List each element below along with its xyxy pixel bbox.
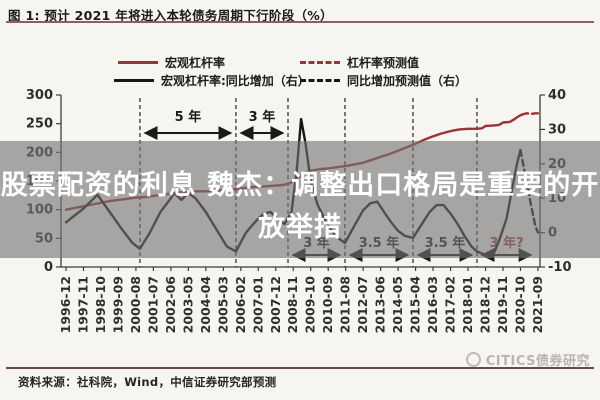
- x-axis-label: 2006-02: [233, 276, 248, 333]
- y-axis-label-left: 0: [44, 260, 53, 275]
- x-axis-label: 2021-09: [530, 276, 545, 333]
- x-axis-label: 2009-10: [303, 276, 318, 334]
- legend-label: 宏观杠杆率:同比增加（右）: [161, 73, 310, 88]
- x-axis-label: 2003-05: [180, 276, 195, 333]
- source-note: 资料来源：社科院，Wind，中信证券研究部预测: [18, 375, 277, 389]
- legend-item-yoy-forecast: 同比增加预测值（右）: [300, 73, 468, 88]
- x-axis-label: 2007-01: [250, 276, 265, 333]
- x-axis-label: 1997-11: [75, 276, 90, 333]
- y-axis-label-right: 40: [548, 88, 566, 103]
- x-axis-label: 2010-09: [320, 276, 335, 333]
- x-axis-label: 2007-12: [268, 276, 283, 333]
- phase-label: 3 年: [249, 109, 276, 125]
- series-left-dashed: [521, 112, 540, 116]
- x-axis-label: 2001-07: [145, 276, 160, 333]
- bottom-rule: [6, 367, 594, 369]
- y-axis-label-right: 30: [548, 122, 566, 137]
- watermark-text: CITICS债券研究: [485, 354, 590, 369]
- legend-line-black-solid-icon: [114, 78, 154, 82]
- y-axis-label-left: 250: [26, 117, 53, 132]
- x-axis-label: 2014-05: [390, 276, 405, 333]
- x-axis-label: 2015-04: [408, 276, 423, 334]
- phase-label: 5 年: [175, 109, 202, 125]
- x-axis-label: 2002-06: [163, 276, 178, 334]
- x-axis-label: 2005-03: [215, 276, 230, 333]
- x-axis-label: 1998-10: [93, 276, 108, 334]
- y-axis-label-left: 300: [26, 88, 53, 103]
- citics-logo-icon: [465, 352, 481, 367]
- headline-overlay: 股票配资的利息 魏杰：调整出口格局是重要的开 放举措: [0, 141, 600, 258]
- x-axis-label: 2019-11: [495, 276, 510, 333]
- x-axis-label: 2018-01: [460, 276, 475, 333]
- legend-line-red-dashed-icon: [300, 60, 340, 64]
- x-axis-label: 1996-12: [58, 276, 73, 333]
- x-axis-label: 2008-11: [285, 276, 300, 333]
- legend-label: 同比增加预测值（右）: [347, 73, 468, 88]
- legend-line-black-dashed-icon: [300, 78, 340, 82]
- x-axis-label: 2013-06: [373, 276, 388, 334]
- x-axis-label: 2020-10: [512, 276, 527, 334]
- watermark: CITICS债券研究: [465, 350, 590, 369]
- x-axis-label: 2016-03: [425, 276, 440, 333]
- legend-item-yoy: 宏观杠杆率:同比增加（右）: [114, 73, 310, 88]
- y-axis-label-right: -10: [548, 260, 572, 275]
- headline-line2: 放举措: [258, 212, 342, 243]
- x-axis-label: 2004-04: [198, 276, 213, 334]
- x-axis-label: 2017-02: [443, 276, 458, 333]
- title-underline: [6, 21, 594, 23]
- legend-label: 杠杆率预测值: [347, 55, 420, 70]
- x-axis-label: 2000-08: [128, 276, 143, 333]
- headline-line1: 股票配资的利息 魏杰：调整出口格局是重要的开: [0, 170, 600, 201]
- legend-label: 宏观杠杆率: [165, 55, 226, 70]
- legend-item-leverage: 宏观杠杆率: [118, 55, 226, 70]
- x-axis-label: 2011-08: [338, 276, 353, 333]
- x-axis-label: 2012-07: [355, 276, 370, 333]
- legend-item-leverage-forecast: 杠杆率预测值: [300, 55, 420, 70]
- x-axis-label: 2018-12: [478, 276, 493, 333]
- legend-line-red-solid-icon: [118, 60, 158, 64]
- x-axis-label: 1999-09: [110, 276, 125, 333]
- figure-title: 图 1: 预计 2021 年将进入本轮债务周期下行阶段（%）: [8, 8, 333, 23]
